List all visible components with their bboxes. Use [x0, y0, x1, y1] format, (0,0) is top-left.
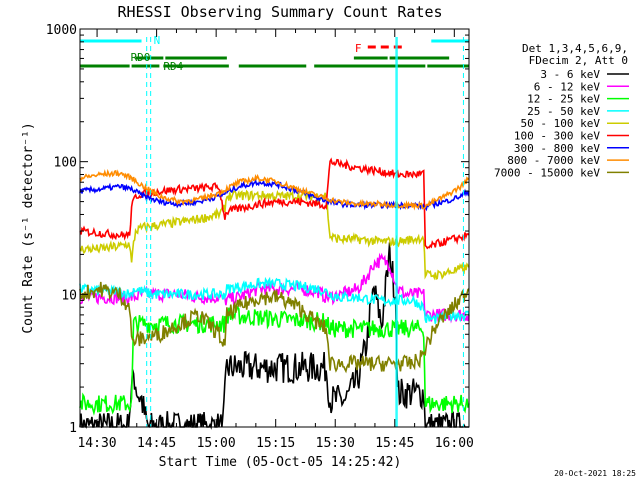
x-tick-label-6: 16:00	[435, 436, 474, 451]
legend-label-8: 7000 - 15000 keV	[494, 166, 600, 179]
series-layer	[79, 157, 470, 430]
x-tick-label-5: 15:45	[375, 436, 414, 451]
legend-label-3: 25 - 50 keV	[527, 105, 600, 118]
legend-header-0: Det 1,3,4,5,6,9,	[522, 42, 628, 55]
series-line-6	[79, 178, 470, 212]
y-tick-label-2: 100	[54, 156, 77, 171]
legend-label-0: 3 - 6 keV	[540, 68, 600, 81]
legend-label-2: 12 - 25 keV	[527, 93, 600, 106]
x-tick-label-4: 15:30	[316, 436, 355, 451]
legend-header-1: FDecim 2, Att 0	[529, 54, 628, 67]
legend-label-7: 800 - 7000 keV	[507, 154, 600, 167]
x-axis-label: Start Time (05-Oct-05 14:25:42)	[159, 455, 402, 470]
y-tick-label-3: 1000	[46, 23, 77, 38]
series-line-2	[79, 305, 470, 416]
legend-label-4: 50 - 100 keV	[521, 117, 601, 130]
legend-label-1: 6 - 12 keV	[534, 80, 601, 93]
annotation-rd0: RD0	[131, 51, 151, 64]
series-line-0	[79, 242, 469, 430]
y-axis-label: Count Rate (s⁻¹ detector⁻¹)	[21, 122, 36, 333]
series-line-4	[79, 189, 470, 281]
chart-title: RHESSI Observing Summary Count Rates	[117, 3, 442, 21]
annotation-rd4: RD4	[163, 60, 183, 73]
legend-label-5: 100 - 300 keV	[514, 130, 600, 143]
x-tick-label-3: 15:15	[256, 436, 295, 451]
legend-label-6: 300 - 800 keV	[514, 142, 600, 155]
timestamp: 20-Oct-2021 18:25	[554, 469, 636, 478]
series-line-7	[79, 168, 470, 211]
transition-markers	[146, 37, 464, 427]
annotation-n: N	[154, 34, 161, 47]
series-line-3	[79, 276, 470, 324]
x-axis-ticks: 14:30 14:45 15:00 15:15 15:30 15:45 16:00	[77, 29, 474, 451]
x-tick-label-2: 15:00	[197, 436, 236, 451]
legend: Det 1,3,4,5,6,9,FDecim 2, Att 03 - 6 keV…	[494, 42, 629, 179]
x-tick-label-0: 14:30	[77, 436, 116, 451]
series-line-8	[79, 281, 470, 374]
x-tick-label-1: 14:45	[137, 436, 176, 451]
y-tick-label-1: 10	[61, 288, 77, 303]
y-axis-ticks: 1 10 100 1000	[46, 23, 469, 436]
annotation-f: F	[355, 42, 362, 55]
plot-frame	[79, 28, 470, 428]
y-tick-label-0: 1	[69, 421, 77, 436]
